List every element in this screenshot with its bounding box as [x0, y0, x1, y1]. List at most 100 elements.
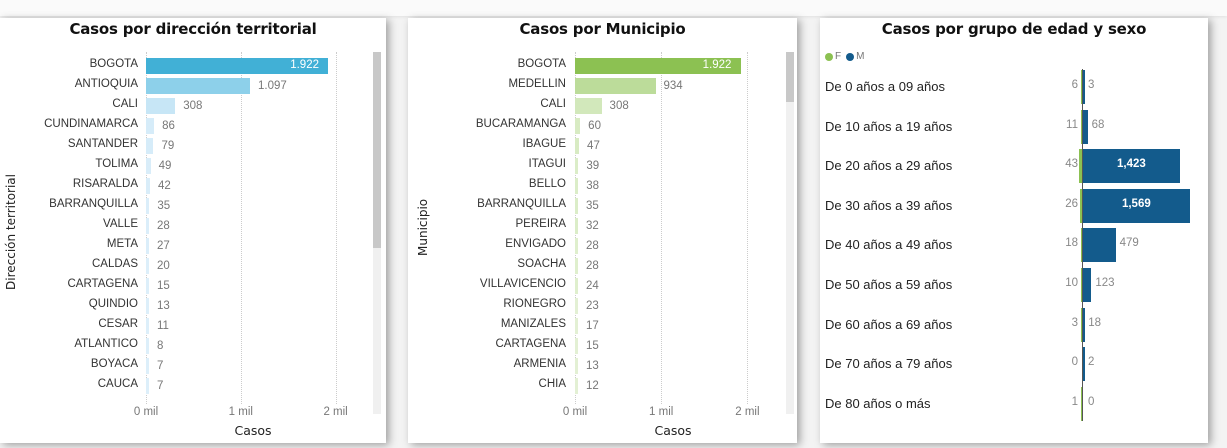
center-axis — [1082, 69, 1083, 421]
age-group-label: De 10 años a 19 años — [825, 118, 953, 134]
bar-value-label: 1.922 — [702, 59, 732, 71]
legend-label: M — [856, 51, 865, 62]
x-tick-label: 0 mil — [562, 406, 588, 418]
bar-value-label: 7 — [157, 380, 164, 392]
female-value-label: 26 — [1065, 197, 1078, 210]
bar[interactable] — [146, 298, 149, 314]
male-value-label: 68 — [1091, 118, 1105, 131]
bar[interactable] — [146, 278, 149, 294]
bar[interactable] — [146, 118, 155, 134]
bar[interactable] — [146, 58, 329, 74]
bar-value-label: 38 — [586, 180, 600, 192]
bar[interactable] — [575, 278, 578, 294]
female-value-label: 10 — [1065, 277, 1078, 289]
bar[interactable] — [146, 338, 149, 354]
bar-male[interactable] — [1083, 228, 1116, 263]
bar[interactable] — [146, 198, 150, 214]
bar[interactable] — [575, 58, 741, 74]
category-label: ARMENIA — [513, 358, 566, 370]
bar-male[interactable] — [1083, 109, 1088, 144]
bar-value-label: 13 — [157, 300, 170, 312]
gridline — [661, 52, 663, 404]
bar[interactable] — [575, 298, 578, 314]
bar-value-label: 28 — [586, 240, 599, 252]
bar[interactable] — [146, 238, 149, 254]
legend-label: F — [835, 51, 842, 62]
bar-female[interactable] — [1080, 386, 1082, 421]
bar[interactable] — [575, 318, 578, 334]
y-axis-label: Municipio — [416, 198, 430, 256]
legend: F M — [825, 51, 869, 62]
bar[interactable] — [575, 118, 581, 134]
bar-value-label: 35 — [586, 200, 599, 212]
bar[interactable] — [146, 178, 150, 194]
bar[interactable] — [146, 258, 149, 274]
bar-value-label: 12 — [586, 380, 599, 392]
bar-female[interactable] — [1080, 228, 1082, 263]
bar-female[interactable] — [1080, 268, 1082, 302]
bar[interactable] — [146, 98, 176, 114]
category-label: CALI — [540, 98, 566, 110]
category-label: ENVIGADO — [505, 238, 566, 250]
bar-male[interactable] — [1083, 149, 1180, 184]
bar-male[interactable] — [1083, 188, 1190, 223]
legend-item-m[interactable]: M — [846, 51, 864, 62]
bar[interactable] — [146, 138, 154, 154]
scrollbar[interactable] — [786, 52, 794, 414]
legend-item-f[interactable]: F — [825, 51, 841, 62]
bar[interactable] — [575, 338, 578, 354]
bar[interactable] — [575, 378, 578, 394]
age-group-label: De 50 años a 59 años — [825, 277, 953, 292]
bar[interactable] — [146, 378, 149, 394]
scrollbar-thumb[interactable] — [786, 52, 794, 102]
bar[interactable] — [575, 178, 579, 194]
bar[interactable] — [575, 98, 602, 114]
bar-value-label: 86 — [162, 120, 175, 132]
legend-dot-icon — [825, 52, 833, 61]
bar-female[interactable] — [1080, 188, 1082, 223]
category-label: CESAR — [98, 318, 138, 330]
bar[interactable] — [146, 78, 250, 94]
bar[interactable] — [575, 198, 579, 214]
category-label: BARRANQUILLA — [477, 198, 566, 210]
male-value-label: 1,423 — [1116, 158, 1146, 171]
bar[interactable] — [575, 358, 578, 374]
scrollbar-thumb[interactable] — [373, 52, 381, 248]
bar-female[interactable] — [1080, 109, 1082, 144]
bar-male[interactable] — [1083, 268, 1092, 302]
category-label: BOGOTA — [517, 58, 566, 70]
bar-value-label: 20 — [157, 260, 170, 272]
category-label: VALLE — [103, 218, 138, 230]
bar-female[interactable] — [1080, 307, 1082, 342]
bar-male[interactable] — [1083, 70, 1085, 104]
female-value-label: 1 — [1071, 395, 1078, 408]
bar[interactable] — [575, 218, 578, 234]
bar-male[interactable] — [1083, 347, 1085, 382]
bar[interactable] — [575, 78, 656, 94]
category-label: QUINDIO — [88, 298, 138, 310]
age-group-label: De 70 años a 79 años — [825, 356, 953, 372]
bar-value-label: 47 — [587, 140, 600, 152]
bar[interactable] — [575, 138, 580, 154]
bar-value-label: 15 — [157, 280, 170, 292]
bar-male[interactable] — [1083, 307, 1085, 342]
bar[interactable] — [575, 238, 578, 254]
bar[interactable] — [146, 358, 149, 374]
bar[interactable] — [146, 318, 149, 334]
category-label: ANTIOQUIA — [74, 78, 138, 90]
bar[interactable] — [146, 218, 149, 234]
bar[interactable] — [146, 158, 151, 174]
bar[interactable] — [575, 158, 579, 174]
gridline — [335, 52, 337, 404]
category-label: TOLIMA — [95, 158, 138, 170]
category-label: ITAGUI — [528, 158, 566, 170]
x-axis-label: Casos — [654, 423, 692, 438]
scrollbar[interactable] — [373, 52, 381, 414]
bar[interactable] — [575, 258, 578, 274]
bar-value-label: 308 — [609, 100, 629, 112]
female-value-label: 43 — [1065, 158, 1078, 171]
bar-female[interactable] — [1080, 70, 1082, 104]
bar-value-label: 28 — [157, 220, 170, 232]
bar-value-label: 23 — [586, 300, 599, 312]
bar-female[interactable] — [1079, 149, 1082, 184]
